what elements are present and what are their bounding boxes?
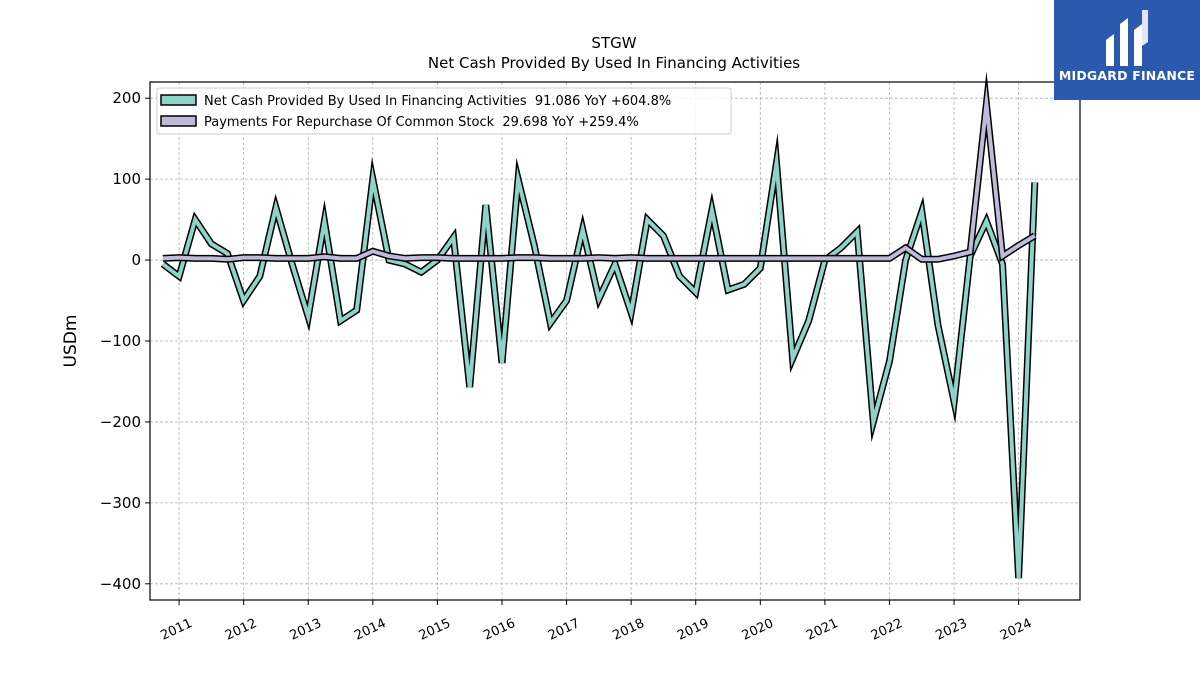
brand-logo-text: MIDGARD FINANCE <box>1058 68 1196 83</box>
legend-frame <box>156 87 732 135</box>
legend: Net Cash Provided By Used In Financing A… <box>156 87 732 135</box>
x-tick-label: 2011 <box>158 616 194 644</box>
x-tick-label: 2023 <box>933 616 969 644</box>
y-tick-label: 100 <box>112 170 141 188</box>
x-tick-label: 2017 <box>546 616 582 644</box>
y-axis-label: USDm <box>61 315 81 368</box>
x-tick-label: 2012 <box>223 616 259 644</box>
series-0-outline <box>160 133 1039 579</box>
legend-label: Net Cash Provided By Used In Financing A… <box>204 94 671 109</box>
x-tick-label: 2022 <box>869 616 905 644</box>
x-tick-label: 2024 <box>998 616 1034 644</box>
y-tick-label: −300 <box>100 494 141 512</box>
legend-swatch <box>160 115 197 127</box>
midgard-logo-mark-icon <box>1106 10 1148 66</box>
x-tick-label: 2020 <box>740 616 776 644</box>
y-tick-label: 200 <box>112 89 141 107</box>
brand-logo: MIDGARD FINANCE <box>1054 0 1200 100</box>
x-tick-label: 2019 <box>675 616 711 644</box>
x-tick-label: 2015 <box>417 616 453 644</box>
legend-label: Payments For Repurchase Of Common Stock … <box>204 115 639 130</box>
series-lines <box>160 71 1039 579</box>
x-tick-label: 2018 <box>611 616 647 644</box>
x-tick-label: 2014 <box>352 616 388 644</box>
y-tick-label: −400 <box>100 575 141 593</box>
x-tick-label: 2016 <box>481 616 517 644</box>
y-tick-label: −200 <box>100 413 141 431</box>
x-tick-label: 2013 <box>288 616 324 644</box>
y-tick-label: −100 <box>100 332 141 350</box>
x-axis: 2011 2012 2013 2014 2015 2016 2017 2018 2019 2020… <box>158 600 1034 644</box>
x-tick-label: 2021 <box>804 616 840 644</box>
chart-title: STGW <box>591 34 636 52</box>
legend-swatch <box>160 94 197 106</box>
chart-subtitle: Net Cash Provided By Used In Financing A… <box>428 54 800 72</box>
y-axis: 200 100 0 −100 −200 −300 −400 <box>100 89 150 593</box>
series-0-line <box>161 145 1037 579</box>
series-1-line <box>162 85 1036 262</box>
y-tick-label: 0 <box>131 251 141 269</box>
grid <box>150 82 1080 600</box>
